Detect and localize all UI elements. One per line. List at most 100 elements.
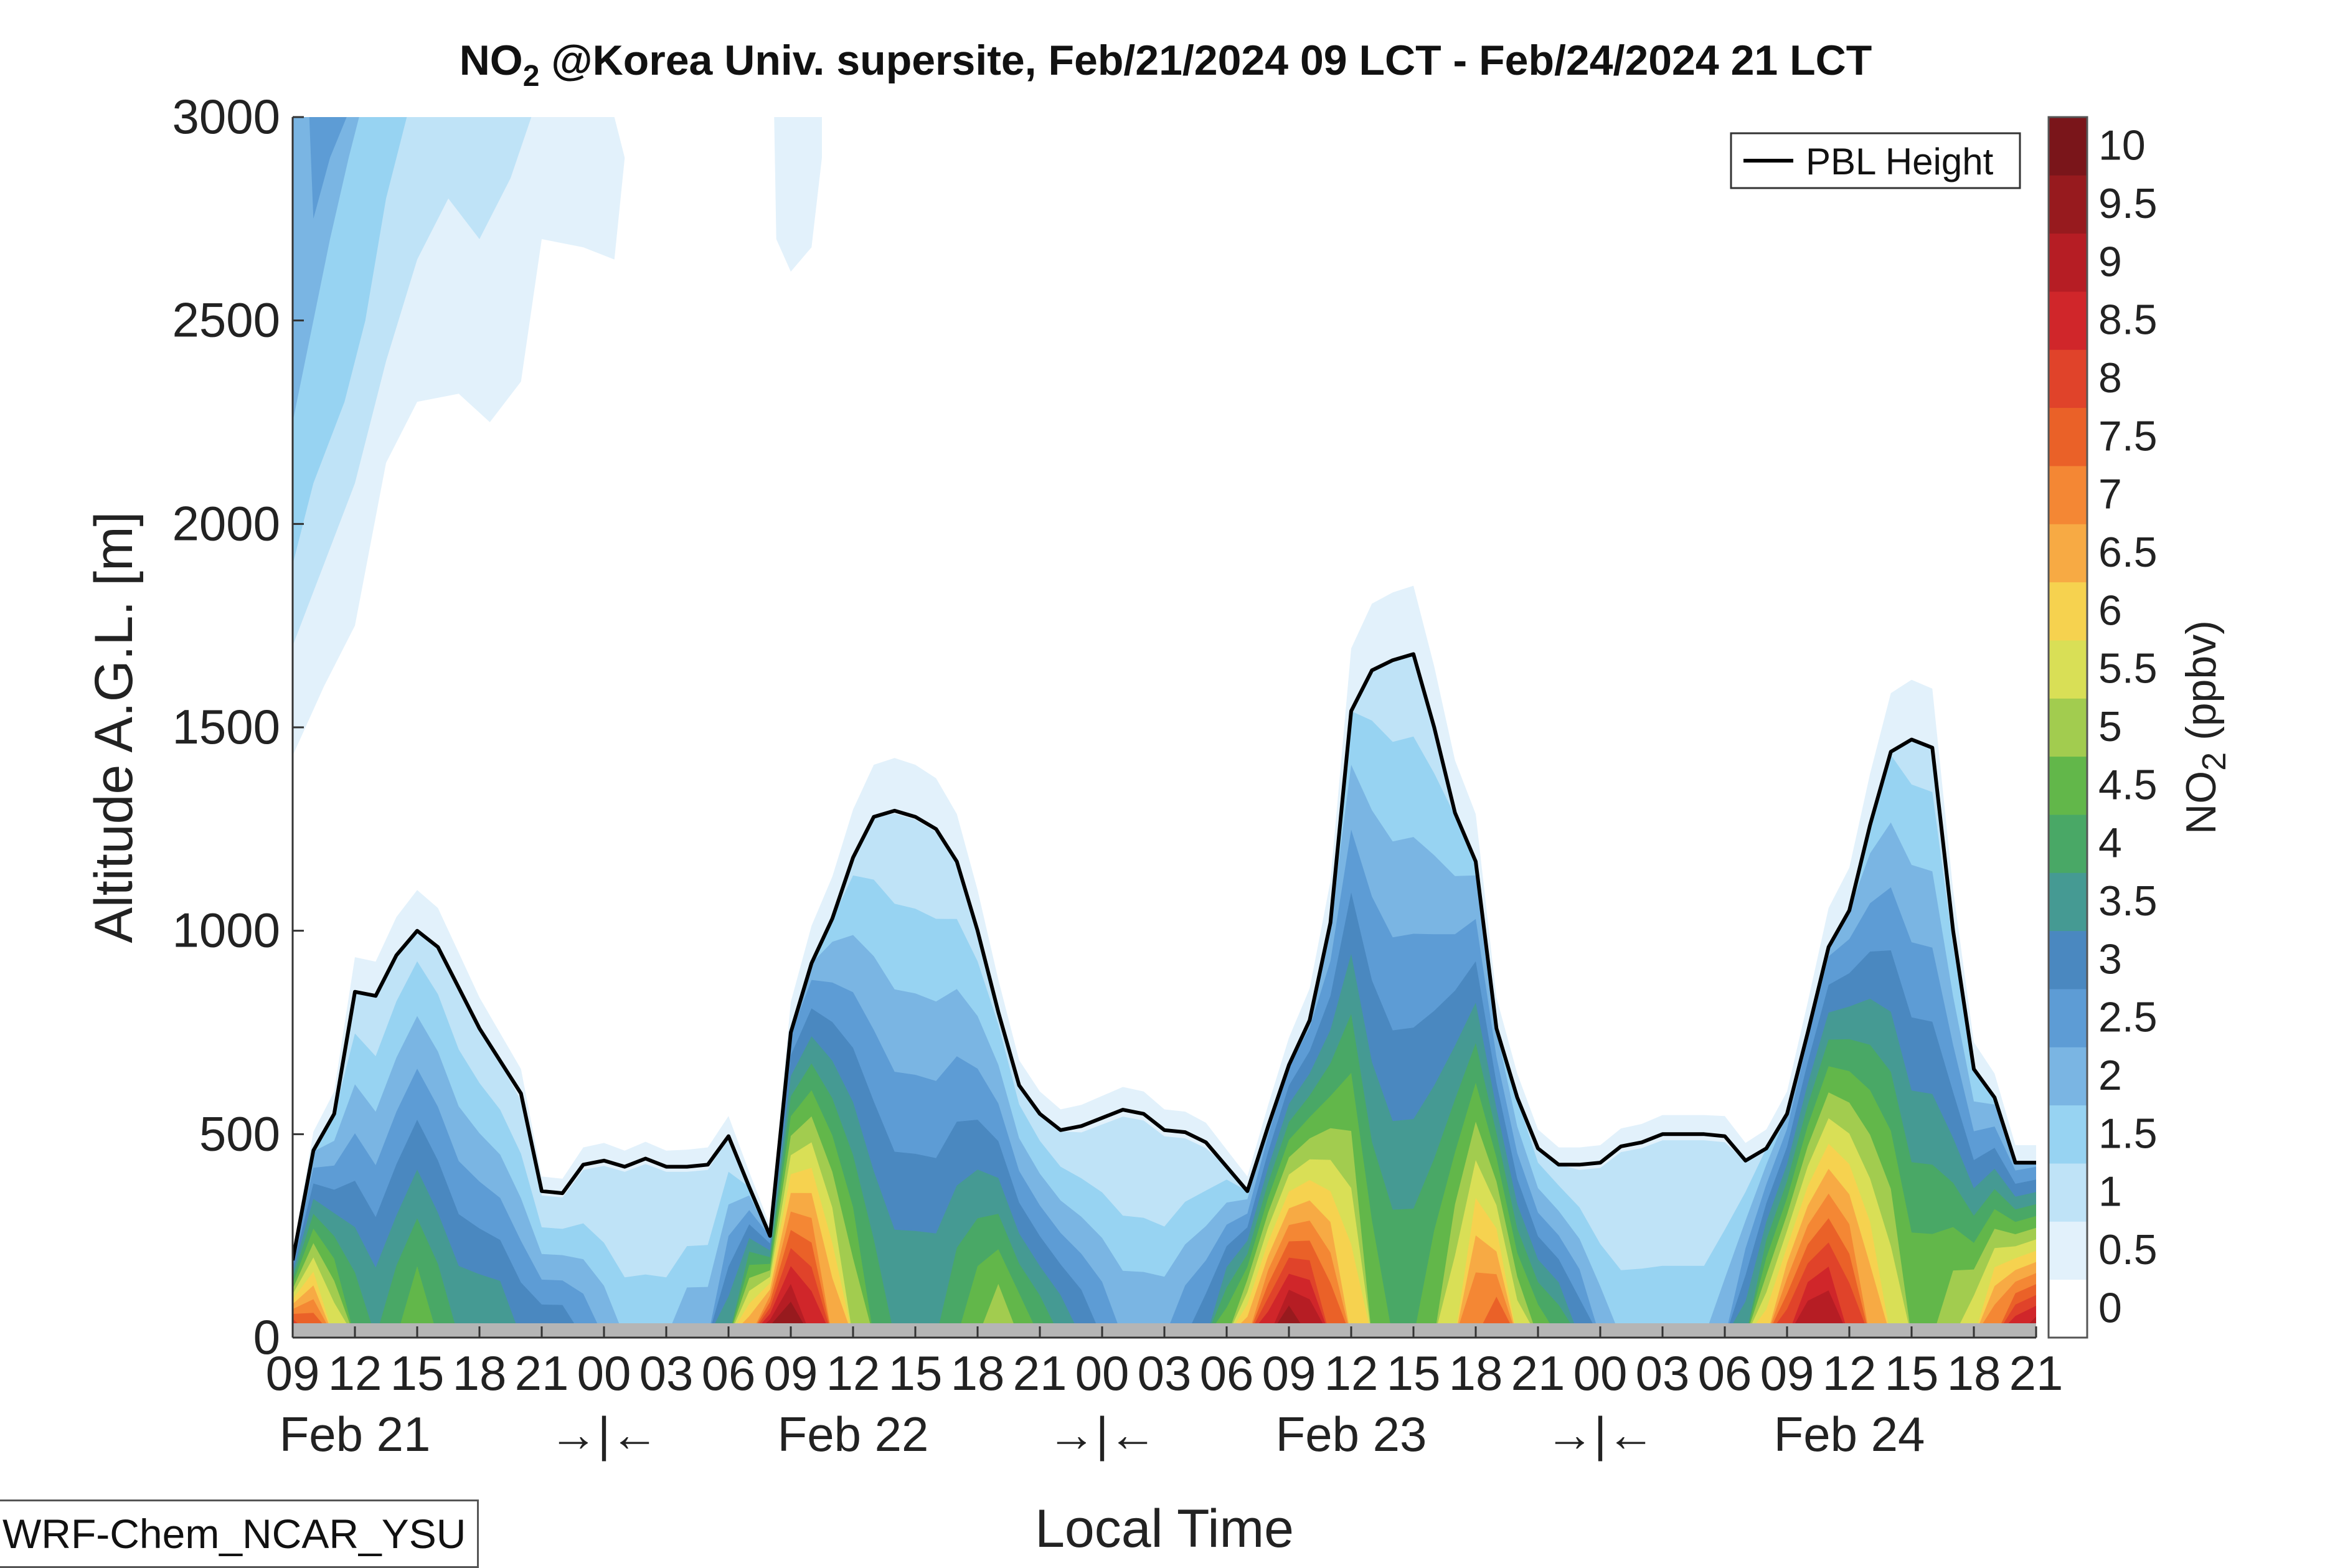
x-tick-label: 15: [390, 1346, 445, 1400]
colorbar-swatch: [2049, 466, 2087, 524]
colorbar-tick-label: 7: [2098, 471, 2122, 518]
x-tick-label: 03: [1138, 1346, 1192, 1400]
colorbar-tick-label: 8.5: [2098, 296, 2158, 344]
x-tick-label: 06: [1698, 1346, 1752, 1400]
night-marker: →|←: [549, 1407, 659, 1462]
colorbar-swatch: [2049, 233, 2087, 292]
night-marker: →|←: [1545, 1407, 1655, 1462]
y-axis: 0 500 1000 1500 2000 2500 3000: [172, 89, 304, 1364]
colorbar: 0 0.5 1 1.5 2 2.5 3 3.5 4 4.5 5 5.5 6 6.5 7 7.5 8 8.5 9 9.5…: [2047, 116, 2158, 1339]
colorbar-swatch: [2049, 930, 2087, 989]
x-tick-label: 03: [1636, 1346, 1690, 1400]
upper-air-no2-patches: [293, 117, 822, 756]
x-tick-label: 03: [639, 1346, 694, 1400]
colorbar-tick-label: 4: [2098, 819, 2122, 867]
colorbar-label: NO2 (ppbv): [2177, 620, 2233, 834]
x-tick-label: 09: [266, 1346, 320, 1400]
colorbar-tick-label: 0.5: [2098, 1226, 2158, 1273]
colorbar-tick-label: 10: [2098, 122, 2146, 169]
x-tick-label: 00: [1075, 1346, 1130, 1400]
colorbar-swatch: [2049, 1163, 2087, 1222]
colorbar-swatch: [2049, 582, 2087, 641]
chart-title: NO2 @Korea Univ. supersite, Feb/21/2024 …: [460, 37, 1872, 93]
x-tick-label: 18: [951, 1346, 1005, 1400]
colorbar-swatch: [2049, 291, 2087, 350]
x-tick-label: 21: [2009, 1346, 2064, 1400]
colorbar-tick-label: 4.5: [2098, 761, 2158, 808]
plot-area: [293, 117, 2036, 1338]
date-label: Feb 21: [280, 1407, 431, 1462]
legend: PBL Height: [1730, 132, 2021, 189]
colorbar-swatch: [2049, 1105, 2087, 1164]
y-tick-label: 0: [253, 1310, 280, 1364]
legend-label: PBL Height: [1806, 141, 1994, 182]
x-tick-label: 15: [889, 1346, 943, 1400]
colorbar-tick-label: 9: [2098, 238, 2122, 285]
colorbar-swatch: [2049, 989, 2087, 1047]
x-tick-label: 12: [826, 1346, 880, 1400]
colorbar-swatch: [2049, 1047, 2087, 1106]
colorbar-tick-label: 6: [2098, 587, 2122, 634]
night-marker: →|←: [1047, 1407, 1157, 1462]
x-tick-label: 21: [515, 1346, 569, 1400]
colorbar-tick-label: 2.5: [2098, 994, 2158, 1041]
colorbar-tick-label: 3.5: [2098, 877, 2158, 925]
colorbar-swatch: [2049, 640, 2087, 699]
colorbar-tick-label: 5.5: [2098, 645, 2158, 692]
pbl-height-line: [293, 652, 2036, 1261]
x-tick-label: 12: [328, 1346, 382, 1400]
x-tick-label: 06: [702, 1346, 756, 1400]
no2-band-1: [293, 654, 2036, 1338]
upper-air-patch: [774, 117, 822, 272]
colorbar-frame: [2047, 116, 2088, 1339]
colorbar-swatch: [2049, 872, 2087, 932]
date-label: Feb 24: [1774, 1407, 1925, 1462]
x-tick-label: 21: [1013, 1346, 1067, 1400]
x-tick-label: 21: [1511, 1346, 1565, 1400]
colorbar-tick-label: 6.5: [2098, 529, 2158, 576]
x-tick-label: 06: [1200, 1346, 1254, 1400]
x-tick-label: 00: [1573, 1346, 1628, 1400]
colorbar-tick-label: 1: [2098, 1168, 2122, 1216]
x-tick-label: 15: [1387, 1346, 1441, 1400]
colorbar-swatch: [2049, 524, 2087, 583]
y-tick-label: 500: [199, 1106, 280, 1161]
colorbar-tick-label: 8: [2098, 354, 2122, 402]
colorbar-swatch: [2049, 407, 2087, 466]
y-tick-label: 3000: [172, 89, 280, 144]
y-tick-label: 2000: [172, 496, 280, 550]
colorbar-tick-label: 7.5: [2098, 412, 2158, 460]
x-tick-label: 18: [1449, 1346, 1503, 1400]
colorbar-swatch: [2049, 1279, 2087, 1338]
x-tick-label: 15: [1885, 1346, 1939, 1400]
colorbar-swatch: [2049, 175, 2087, 234]
y-tick-label: 1000: [172, 903, 280, 958]
colorbar-swatch: [2049, 349, 2087, 409]
x-tick-label: 09: [764, 1346, 818, 1400]
colorbar-tick-label: 1.5: [2098, 1110, 2158, 1157]
x-tick-label: 12: [1823, 1346, 1877, 1400]
colorbar-swatch: [2049, 698, 2087, 757]
colorbar-swatch: [2049, 1221, 2087, 1280]
no2-contour-bands: [293, 585, 2036, 1338]
x-tick-label: 09: [1760, 1346, 1814, 1400]
colorbar-tick-label: 3: [2098, 935, 2122, 983]
upper-air-patch: [293, 117, 359, 422]
colorbar-swatch: [2049, 815, 2087, 873]
x-tick-label: 00: [577, 1346, 631, 1400]
y-tick-label: 1500: [172, 699, 280, 754]
x-tick-label: 09: [1262, 1346, 1316, 1400]
date-label: Feb 22: [778, 1407, 929, 1462]
colorbar-tick-label: 5: [2098, 703, 2122, 750]
x-axis: 09 12 15 18 21 00 03 06 09 12 15 18 21 00 03 06 09 12 15 18…: [266, 1326, 2064, 1462]
colorbar-swatch: [2049, 756, 2087, 815]
colorbar-tick-label: 2: [2098, 1052, 2122, 1099]
x-tick-label: 18: [1947, 1346, 2001, 1400]
x-axis-label: Local Time: [1035, 1499, 1294, 1557]
model-label: WRF-Chem_NCAR_YSU: [0, 1500, 479, 1568]
x-tick-label: 18: [453, 1346, 507, 1400]
date-label: Feb 23: [1276, 1407, 1427, 1462]
no2-band-1.5: [293, 711, 2036, 1338]
x-tick-label: 12: [1324, 1346, 1379, 1400]
